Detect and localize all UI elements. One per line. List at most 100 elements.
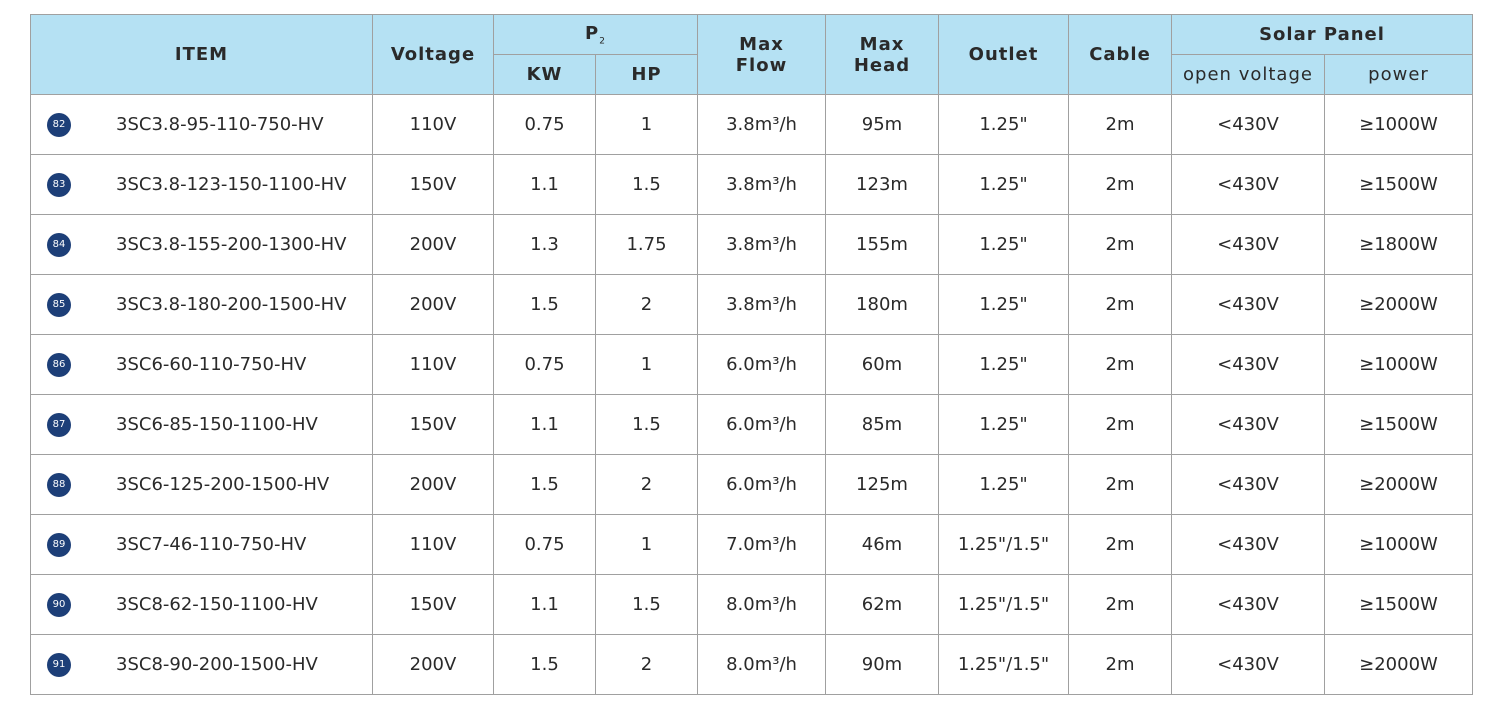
table-cell: 2: [595, 454, 698, 515]
item-name: 3SC8-90-200-1500-HV: [116, 653, 318, 675]
table-cell: 110V: [372, 94, 494, 155]
table-cell: 1.25": [938, 94, 1069, 155]
table-cell: 1.5: [493, 634, 596, 695]
table-cell: 1.25": [938, 154, 1069, 215]
table-cell: 2m: [1068, 394, 1172, 455]
table-cell: 2m: [1068, 634, 1172, 695]
table-cell: 1: [595, 514, 698, 575]
table-cell: ≥1000W: [1324, 94, 1473, 155]
table-cell: ≥1500W: [1324, 394, 1473, 455]
table-cell: 1.1: [493, 394, 596, 455]
table-cell: 3.8m³/h: [697, 274, 826, 335]
table-cell: 200V: [372, 634, 494, 695]
table-cell: 3.8m³/h: [697, 94, 826, 155]
table-cell: 1.25"/1.5": [938, 574, 1069, 635]
table-cell: 200V: [372, 214, 494, 275]
header-cell: KW: [493, 54, 596, 95]
table-row: 84 3SC3.8-155-200-1300-HV 200V 1.3 1.75 3.8m³…: [30, 214, 1473, 275]
table-cell: ≥1500W: [1324, 574, 1473, 635]
header-cell: ITEM: [30, 14, 373, 95]
table-cell: 6.0m³/h: [697, 454, 826, 515]
table-cell: 1.1: [493, 154, 596, 215]
table-cell: 1.25"/1.5": [938, 514, 1069, 575]
row-badge: 87: [47, 412, 71, 437]
table-row: 89 3SC7-46-110-750-HV 110V 0.75 1 7.0m³/h 46m 1…: [30, 514, 1473, 575]
table-cell: 1.25": [938, 454, 1069, 515]
table-cell: 0.75: [493, 94, 596, 155]
header-cell: HP: [595, 54, 698, 95]
table-row: 87 3SC6-85-150-1100-HV 150V 1.1 1.5 6.0m³/h 85…: [30, 394, 1473, 455]
row-badge: 82: [47, 112, 71, 137]
table-cell: 85m: [825, 394, 939, 455]
table-cell: ≥2000W: [1324, 454, 1473, 515]
table-cell: 155m: [825, 214, 939, 275]
item-name: 3SC6-85-150-1100-HV: [116, 413, 318, 435]
item-cell: 84 3SC3.8-155-200-1300-HV: [30, 214, 373, 275]
table-cell: 0.75: [493, 514, 596, 575]
table-cell: 2m: [1068, 334, 1172, 395]
row-badge: 86: [47, 352, 71, 377]
table-cell: <430V: [1171, 574, 1325, 635]
item-cell: 88 3SC6-125-200-1500-HV: [30, 454, 373, 515]
header-cell: Max Head: [825, 14, 939, 95]
table-cell: 200V: [372, 454, 494, 515]
table-row: 85 3SC3.8-180-200-1500-HV 200V 1.5 2 3.8m³/h 1…: [30, 274, 1473, 335]
table-header: ITEM Voltage P2 Max Flow Max Head Outlet C…: [30, 14, 1473, 95]
table-cell: 110V: [372, 334, 494, 395]
item-name: 3SC6-125-200-1500-HV: [116, 473, 330, 495]
table-cell: ≥1800W: [1324, 214, 1473, 275]
table-cell: 62m: [825, 574, 939, 635]
table-cell: 2: [595, 274, 698, 335]
table-cell: <430V: [1171, 154, 1325, 215]
row-badge: 83: [47, 172, 71, 197]
table-cell: 1.25"/1.5": [938, 634, 1069, 695]
item-name: 3SC3.8-95-110-750-HV: [116, 113, 324, 135]
table-cell: 125m: [825, 454, 939, 515]
item-name: 3SC7-46-110-750-HV: [116, 533, 307, 555]
table-cell: <430V: [1171, 454, 1325, 515]
table-row: 91 3SC8-90-200-1500-HV 200V 1.5 2 8.0m³/h 90m 1…: [30, 634, 1473, 695]
item-cell: 86 3SC6-60-110-750-HV: [30, 334, 373, 395]
row-badge: 91: [47, 652, 71, 677]
table-cell: 2m: [1068, 214, 1172, 275]
row-badge: 89: [47, 532, 71, 557]
header-cell: Outlet: [938, 14, 1069, 95]
table-cell: <430V: [1171, 214, 1325, 275]
table-cell: ≥2000W: [1324, 274, 1473, 335]
table-cell: <430V: [1171, 94, 1325, 155]
header-text: Head: [853, 54, 911, 76]
row-badge: 85: [47, 292, 71, 317]
table-cell: ≥1000W: [1324, 334, 1473, 395]
table-cell: <430V: [1171, 634, 1325, 695]
table-cell: 1.75: [595, 214, 698, 275]
table-cell: 2m: [1068, 454, 1172, 515]
table-cell: 1.5: [595, 154, 698, 215]
table-cell: 3.8m³/h: [697, 214, 826, 275]
table-cell: 1.25": [938, 394, 1069, 455]
table-cell: 1: [595, 334, 698, 395]
header-text: Flow: [735, 54, 788, 76]
table-cell: 1.25": [938, 274, 1069, 335]
table-cell: <430V: [1171, 334, 1325, 395]
table-cell: 6.0m³/h: [697, 334, 826, 395]
header-cell: Cable: [1068, 14, 1172, 95]
table-cell: 1.25": [938, 334, 1069, 395]
table-row: 86 3SC6-60-110-750-HV 110V 0.75 1 6.0m³/h 60m 1…: [30, 334, 1473, 395]
table-cell: 8.0m³/h: [697, 634, 826, 695]
item-cell: 85 3SC3.8-180-200-1500-HV: [30, 274, 373, 335]
table-cell: <430V: [1171, 514, 1325, 575]
item-cell: 82 3SC3.8-95-110-750-HV: [30, 94, 373, 155]
table-cell: 1.5: [493, 454, 596, 515]
table-cell: <430V: [1171, 394, 1325, 455]
header-cell: Max Flow: [697, 14, 826, 95]
table-cell: 1.5: [595, 394, 698, 455]
table-cell: 2: [595, 634, 698, 695]
header-cell: Solar Panel: [1171, 14, 1473, 55]
item-name: 3SC6-60-110-750-HV: [116, 353, 307, 375]
item-cell: 90 3SC8-62-150-1100-HV: [30, 574, 373, 635]
header-cell: power: [1324, 54, 1473, 95]
item-cell: 83 3SC3.8-123-150-1100-HV: [30, 154, 373, 215]
table-cell: 46m: [825, 514, 939, 575]
table-cell: ≥1000W: [1324, 514, 1473, 575]
